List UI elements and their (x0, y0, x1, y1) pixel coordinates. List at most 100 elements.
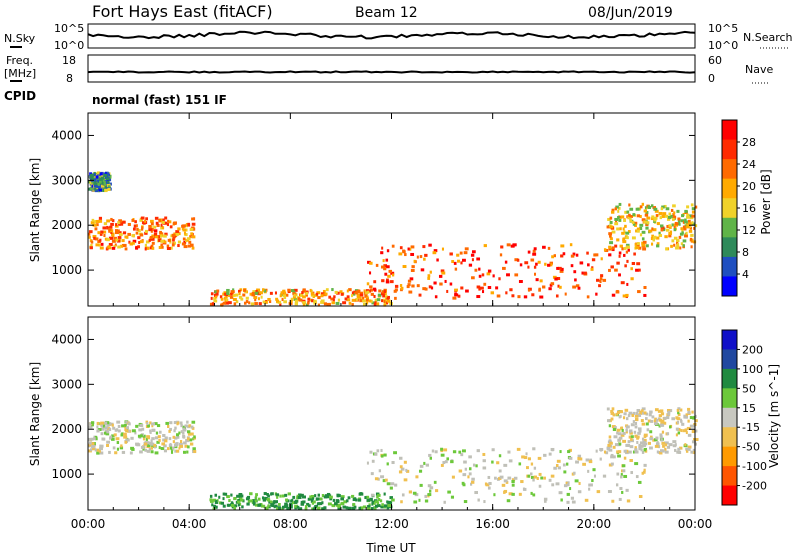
heatmap-cell (599, 448, 603, 452)
heatmap-cell (124, 235, 128, 239)
heatmap-cell (283, 505, 288, 509)
heatmap-cell (643, 220, 648, 224)
heatmap-cell (99, 447, 104, 451)
heatmap-cell (370, 472, 374, 476)
heatmap-cell (659, 449, 664, 453)
heatmap-cell (645, 210, 649, 214)
heatmap-cell (677, 431, 681, 435)
heatmap-cell (171, 233, 176, 237)
heatmap-cell (310, 499, 314, 503)
heatmap-cell (367, 260, 371, 264)
heatmap-cell (625, 293, 629, 297)
heatmap-cell (610, 417, 614, 421)
heatmap-cell (234, 504, 238, 508)
heatmap-cell (692, 424, 696, 428)
heatmap-cell (547, 246, 551, 250)
heatmap-cell (316, 506, 321, 510)
heatmap-cell (424, 253, 428, 257)
heatmap-cell (91, 423, 94, 427)
nsky-tick-top: 10^5 (54, 22, 84, 35)
heatmap-cell (158, 446, 161, 450)
heatmap-cell (566, 483, 570, 487)
heatmap-cell (507, 476, 512, 480)
heatmap-cell (680, 242, 684, 246)
heatmap-cell (652, 228, 657, 232)
heatmap-cell (471, 480, 475, 484)
heatmap-cell (144, 247, 147, 251)
heatmap-cell (213, 504, 216, 508)
heatmap-cell (537, 260, 541, 264)
heatmap-cell (682, 220, 685, 224)
heatmap-cell (174, 436, 178, 440)
heatmap-cell (91, 445, 95, 449)
heatmap-cell (574, 479, 579, 483)
heatmap-cell (294, 302, 298, 306)
heatmap-cell (342, 505, 347, 509)
heatmap-cell (310, 494, 315, 498)
heatmap-cell (169, 240, 172, 244)
heatmap-cell (628, 411, 633, 415)
heatmap-cell (662, 421, 667, 425)
heatmap-cell (240, 297, 244, 301)
heatmap-cell (431, 449, 435, 453)
y-tick-label: 1000 (51, 263, 82, 277)
heatmap-cell (273, 505, 276, 509)
heatmap-cell (487, 285, 492, 289)
heatmap-cell (657, 445, 661, 449)
heatmap-cell (440, 269, 445, 273)
heatmap-cell (471, 477, 475, 481)
heatmap-cell (629, 459, 633, 463)
colorbar-segment (722, 217, 737, 238)
heatmap-cell (282, 294, 287, 298)
heatmap-cell (677, 411, 680, 415)
heatmap-cell (210, 296, 213, 300)
heatmap-cell (140, 216, 145, 220)
heatmap-cell (639, 214, 642, 218)
heatmap-cell (634, 223, 637, 227)
heatmap-cell (551, 255, 554, 259)
heatmap-cell (504, 260, 508, 264)
heatmap-cell (122, 220, 126, 224)
colorbar-tick-label: 50 (742, 382, 756, 395)
heatmap-cell (666, 217, 671, 221)
heatmap-cell (425, 463, 430, 467)
cpid-value: normal (fast) 151 IF (92, 93, 227, 107)
heatmap-cell (143, 221, 146, 225)
heatmap-cell (322, 289, 326, 293)
heatmap-cell (619, 410, 623, 414)
heatmap-cell (364, 293, 368, 297)
heatmap-cell (368, 503, 371, 507)
heatmap-cell (383, 267, 387, 271)
heatmap-cell (354, 291, 358, 295)
heatmap-cell (89, 246, 93, 250)
heatmap-cell (440, 463, 444, 467)
heatmap-cell (345, 506, 349, 510)
heatmap-cell (191, 420, 196, 424)
heatmap-cell (644, 213, 649, 217)
y-tick-label: 2000 (51, 422, 82, 436)
heatmap-cell (108, 243, 113, 247)
heatmap-cell (608, 253, 612, 257)
heatmap-cell (127, 232, 131, 236)
heatmap-cell (620, 281, 625, 285)
heatmap-cell (111, 219, 115, 223)
heatmap-cell (632, 213, 636, 217)
heatmap-cell (110, 217, 113, 221)
heatmap-cell (588, 483, 591, 487)
heatmap-cell (620, 426, 623, 430)
heatmap-cell (648, 413, 652, 417)
heatmap-cell (300, 293, 304, 297)
heatmap-cell (532, 249, 536, 253)
heatmap-cell (620, 473, 623, 477)
heatmap-cell (106, 187, 109, 191)
heatmap-cell (178, 431, 181, 435)
heatmap-cell (252, 290, 257, 294)
heatmap-cell (370, 507, 374, 511)
heatmap-cell (507, 450, 511, 454)
heatmap-cell (290, 289, 295, 293)
heatmap-cell (676, 408, 680, 412)
heatmap-cell (182, 435, 186, 439)
heatmap-cell (587, 469, 590, 473)
heatmap-cell (682, 244, 685, 248)
heatmap-cell (467, 475, 470, 479)
